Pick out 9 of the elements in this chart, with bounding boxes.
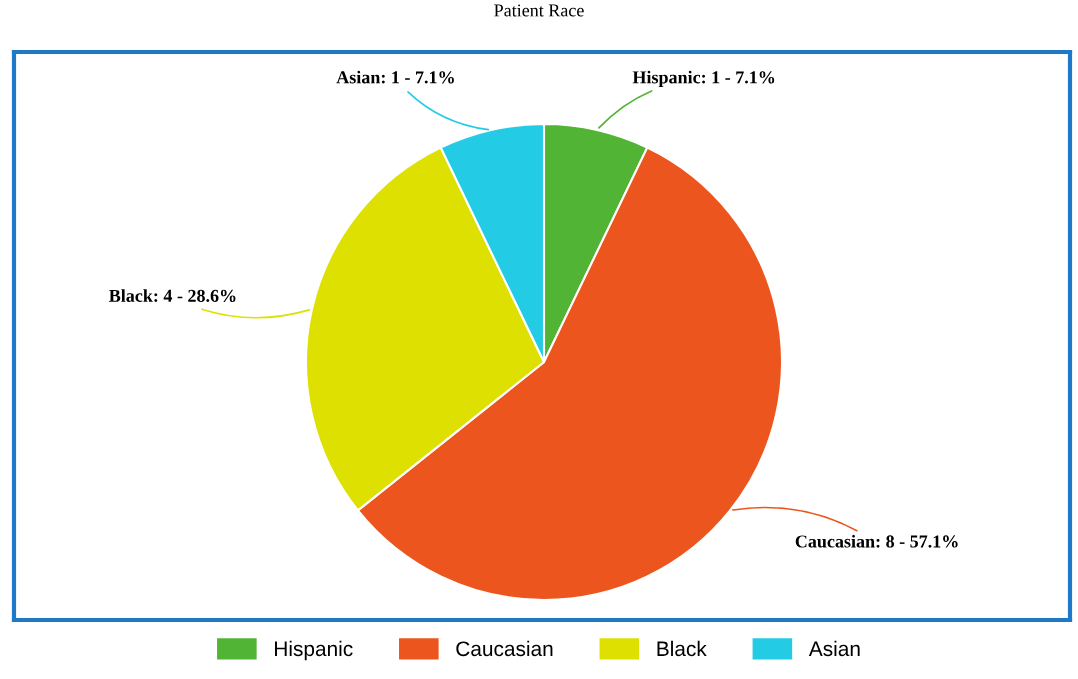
data-label: Caucasian: 8 - 57.1% xyxy=(795,534,958,548)
data-label: Asian: 1 - 7.1% xyxy=(336,70,454,84)
legend-label: Asian xyxy=(808,640,860,657)
chart-title: Patient Race xyxy=(494,4,584,17)
legend-label: Hispanic xyxy=(275,640,353,661)
legend-label: Caucasian xyxy=(456,640,553,657)
data-label: Hispanic: 1 - 7.1% xyxy=(632,70,775,88)
data-label: Black: 4 - 28.6% xyxy=(109,289,236,302)
legend-label: Black xyxy=(657,640,707,657)
